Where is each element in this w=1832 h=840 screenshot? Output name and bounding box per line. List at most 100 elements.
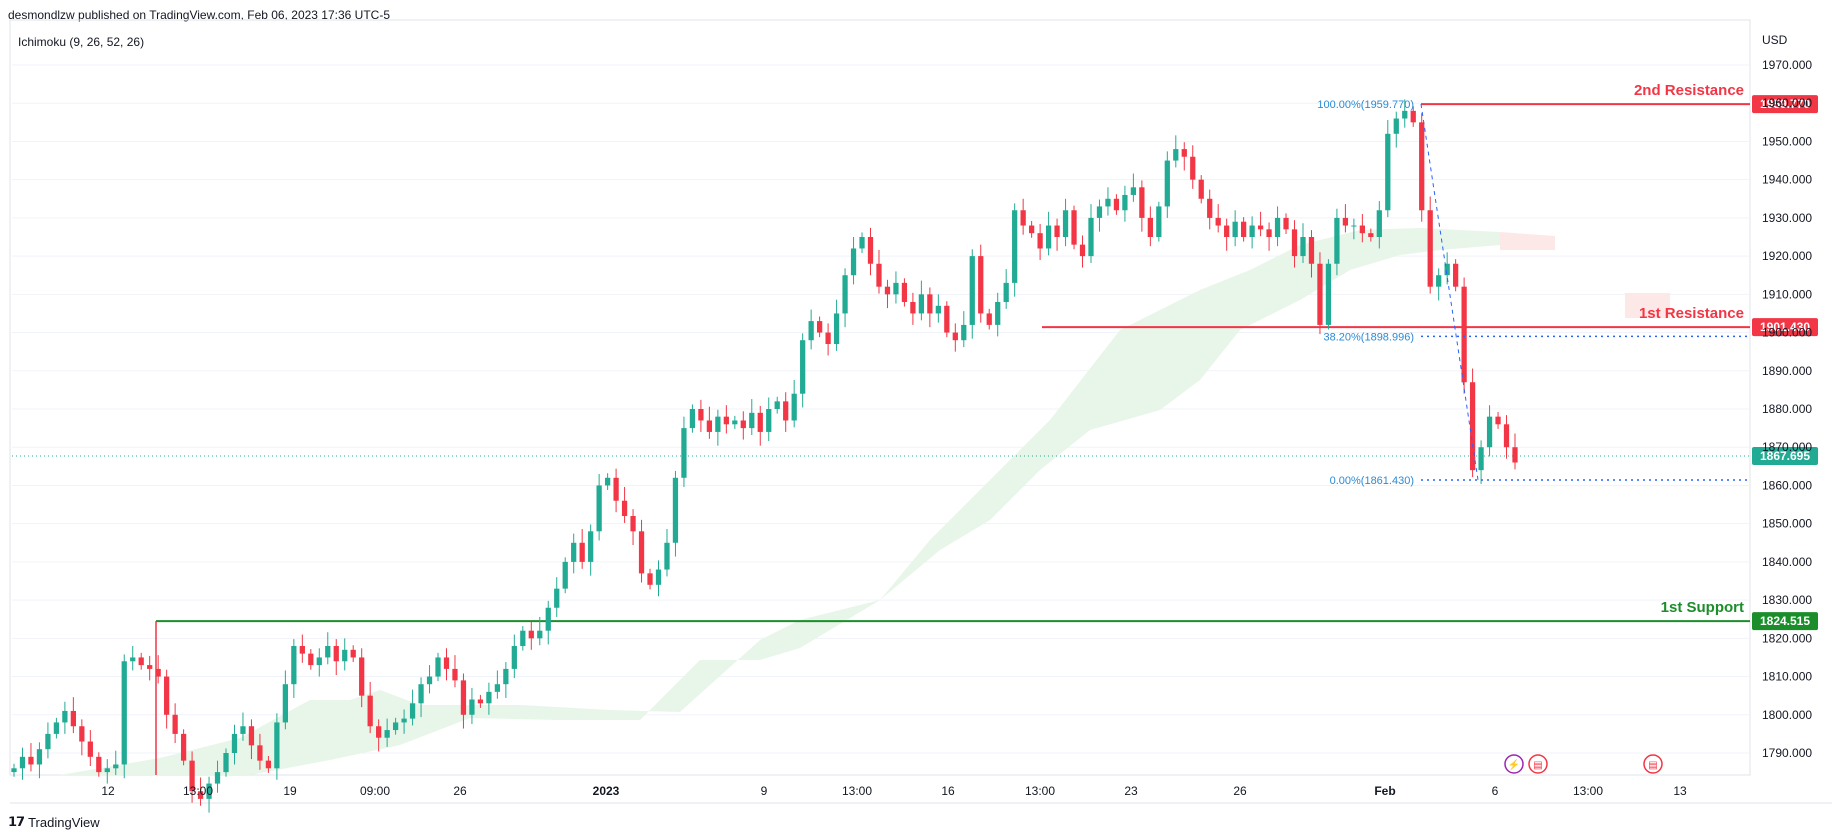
x-tick-label: 26: [453, 784, 467, 798]
candle-body: [180, 733, 187, 761]
candle-body: [1113, 198, 1120, 211]
y-tick-label: 1900.000: [1762, 326, 1812, 340]
candle-body: [62, 710, 68, 723]
candle-body: [308, 653, 314, 666]
candle-body: [435, 657, 441, 677]
candle-body: [1512, 447, 1518, 463]
candle-body: [579, 542, 585, 562]
axes: USD 1790.000 1800.000 1810.000 1820.000 1830.…: [101, 33, 1812, 798]
candle-body: [70, 710, 76, 727]
candle-body: [1241, 221, 1247, 237]
candle-body: [613, 477, 619, 501]
x-tick-label: 2023: [593, 784, 620, 798]
candle-body: [1139, 187, 1145, 218]
candle-body: [384, 730, 390, 738]
candle-body: [265, 760, 272, 769]
candle-body: [935, 305, 941, 314]
candle-body: [1266, 229, 1272, 237]
ichimoku-cloud: [60, 228, 1670, 775]
candle-body: [1300, 237, 1306, 257]
candle-body: [11, 768, 17, 773]
us-flag-event-icon-ring: [1528, 754, 1548, 774]
tradingview-brand[interactable]: 𝟭𝟳 TradingView: [8, 814, 100, 830]
candle-body: [28, 756, 34, 765]
candle-body: [1181, 149, 1187, 157]
candle-body: [376, 726, 382, 738]
x-tick-label: 12: [101, 784, 115, 798]
candles: [11, 99, 1518, 813]
candle-body: [197, 791, 204, 799]
candle-body: [1215, 217, 1221, 226]
candle-body: [545, 607, 551, 631]
candle-body: [604, 477, 611, 486]
ichimoku-cloud-bull: [60, 228, 1500, 775]
ichimoku-cloud-bear: [1625, 293, 1670, 318]
candle-body: [995, 301, 1001, 325]
candle-body: [503, 668, 509, 685]
candle-body: [681, 428, 687, 478]
candle-body: [952, 332, 958, 341]
candle-body: [1003, 282, 1009, 302]
tradingview-logo-icon: 𝟭𝟳: [8, 814, 25, 829]
x-tick-label: 13:00: [1573, 784, 1603, 798]
candle-body: [791, 393, 797, 421]
candle-body: [113, 764, 119, 769]
candle-body: [783, 401, 789, 421]
labels: 2nd Resistance 1959.770 1st Resistance 1901…: [1504, 82, 1818, 774]
candle-body: [426, 676, 433, 685]
candle-body: [164, 676, 170, 715]
lightning-event-icon: ⚡: [1504, 754, 1524, 774]
candle-body: [969, 256, 975, 325]
candle-body: [282, 684, 288, 723]
candle-body: [1325, 263, 1332, 325]
candle-body: [1317, 263, 1323, 325]
candle-body: [655, 569, 662, 585]
candle-body: [528, 630, 534, 639]
level-label: 1st Resistance: [1639, 305, 1744, 322]
candle-body: [672, 477, 679, 543]
candle-body: [596, 485, 602, 532]
candle-body: [1385, 133, 1391, 211]
candle-body: [147, 665, 153, 669]
y-tick-label: 1930.000: [1762, 211, 1812, 225]
candle-body: [316, 657, 322, 666]
candle-body: [79, 726, 85, 742]
candle-body: [1308, 237, 1315, 264]
candle-body: [732, 420, 738, 425]
price-label-box: [1752, 612, 1818, 631]
candle-body: [1071, 210, 1077, 245]
candle-body: [537, 630, 543, 639]
candle-body: [1334, 217, 1340, 264]
y-tick-label: 1970.000: [1762, 58, 1812, 72]
candle-body: [1130, 187, 1137, 195]
fib-level-label: 38.20%(1898.996): [1323, 331, 1414, 343]
candle-body: [1359, 225, 1365, 234]
candle-body: [978, 256, 984, 314]
candle-body: [418, 684, 424, 704]
candle-body: [172, 714, 178, 734]
candle-body: [1427, 210, 1433, 287]
candle-body: [1062, 210, 1069, 237]
indicator-label[interactable]: Ichimoku (9, 26, 52, 26): [18, 35, 145, 49]
us-flag-event-icon-glyph: ▤: [1648, 760, 1657, 771]
candle-body: [486, 691, 492, 704]
candle-body: [638, 531, 645, 574]
y-tick-label: 1820.000: [1762, 631, 1812, 645]
candle-body: [766, 409, 772, 432]
candle-body: [240, 726, 246, 734]
brand-name: TradingView: [28, 814, 100, 830]
candle-body: [342, 649, 348, 662]
x-tick-label: 13:00: [842, 784, 872, 798]
candle-body: [130, 657, 136, 662]
candle-body: [1419, 122, 1425, 211]
candle-body: [257, 745, 263, 761]
y-tick-label: 1810.000: [1762, 670, 1812, 684]
y-tick-label: 1910.000: [1762, 287, 1812, 301]
price-label-box: [1752, 318, 1818, 337]
ichimoku-cloud-bear: [1500, 232, 1555, 250]
candle-body: [138, 657, 144, 666]
candle-body: [299, 645, 305, 654]
candle-body: [1368, 233, 1374, 237]
level-label: 1st Support: [1661, 599, 1744, 616]
